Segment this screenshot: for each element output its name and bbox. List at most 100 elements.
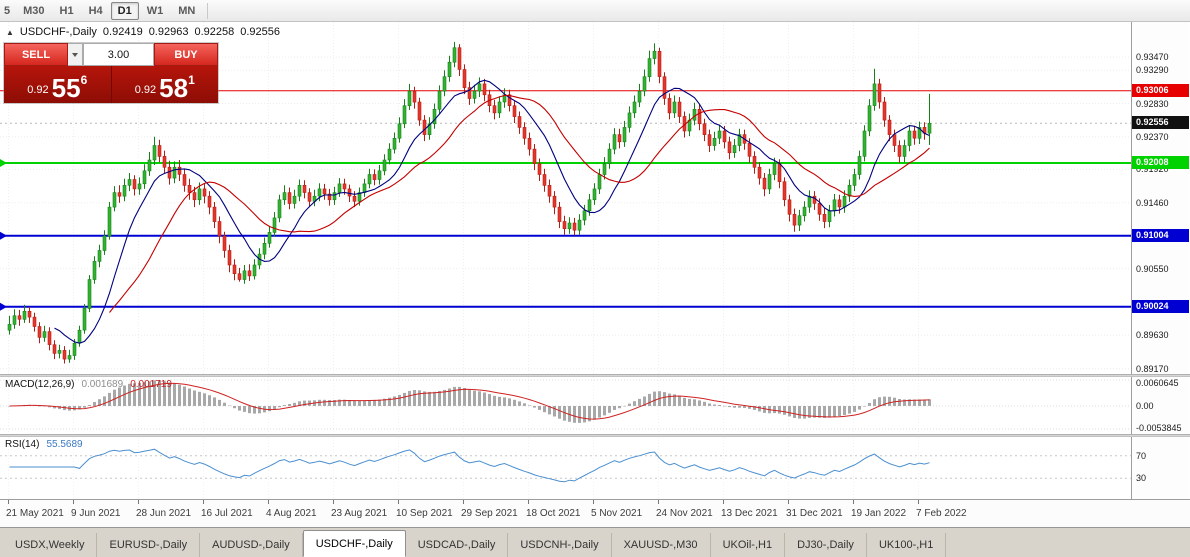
rsi-chart-area[interactable] xyxy=(0,437,1131,499)
rsi-value: 55.5689 xyxy=(46,439,83,450)
candles xyxy=(7,41,932,364)
main-chart-panel: 0.93470 0.93290 0.92830 0.92370 0.91920 0.914… xyxy=(0,22,1190,374)
one-click-trading-panel: SELL 3.00 BUY 0.92 55 6 0.92 58 1 xyxy=(4,43,218,103)
price-line-badge: 0.92008 xyxy=(1132,156,1189,169)
date-label: 24 Nov 2021 xyxy=(656,508,713,519)
tab-uk100-h1[interactable]: UK100-,H1 xyxy=(867,533,947,557)
tab-usdcnh-daily[interactable]: USDCNH-,Daily xyxy=(508,533,612,557)
date-tick xyxy=(138,500,139,504)
volume-input[interactable]: 3.00 xyxy=(83,43,154,66)
date-label: 13 Dec 2021 xyxy=(721,508,778,519)
tab-dj30-daily[interactable]: DJ30-,Daily xyxy=(785,533,867,557)
macd-signal-line xyxy=(9,382,930,420)
price-axis-label: 0.93470 xyxy=(1136,52,1169,63)
date-label: 4 Aug 2021 xyxy=(266,508,317,519)
date-tick xyxy=(463,500,464,504)
rsi-line xyxy=(9,448,930,483)
toolbar-separator xyxy=(207,2,209,19)
macd-panel: 0.0060645 0.00 -0.0053845 MACD(12,26,9) 0.… xyxy=(0,377,1190,434)
rsi-axis: 70 30 xyxy=(1131,437,1189,499)
panel-splitter[interactable] xyxy=(0,434,1190,437)
date-tick xyxy=(528,500,529,504)
buy-button[interactable]: BUY xyxy=(154,43,218,66)
ohlc-close: 0.92556 xyxy=(240,26,280,38)
current-price-badge: 0.92556 xyxy=(1132,116,1189,130)
tab-usdcad-daily[interactable]: USDCAD-,Daily xyxy=(406,533,509,557)
date-label: 21 May 2021 xyxy=(6,508,64,519)
macd-axis: 0.0060645 0.00 -0.0053845 xyxy=(1131,377,1189,434)
date-tick xyxy=(593,500,594,504)
date-label: 18 Oct 2021 xyxy=(526,508,581,519)
price-axis[interactable]: 0.93470 0.93290 0.92830 0.92370 0.91920 0.914… xyxy=(1131,22,1189,374)
ohlc-high: 0.92963 xyxy=(148,26,189,38)
date-label: 10 Sep 2021 xyxy=(396,508,453,519)
chart-window: 0.93470 0.93290 0.92830 0.92370 0.91920 0.914… xyxy=(0,22,1190,527)
date-tick xyxy=(203,500,204,504)
macd-signal-value: 0.001719 xyxy=(130,379,172,390)
chart-symbol-label: USDCHF-,Daily xyxy=(19,26,97,38)
date-label: 23 Aug 2021 xyxy=(331,508,388,519)
line-left-marker xyxy=(0,302,7,311)
date-label: 19 Jan 2022 xyxy=(851,508,907,519)
macd-histogram xyxy=(8,380,931,423)
macd-scale-zero: 0.00 xyxy=(1136,401,1154,411)
price-axis-label: 0.92830 xyxy=(1136,98,1169,109)
macd-label-row: MACD(12,26,9) 0.001689 0.001719 xyxy=(5,379,172,390)
ask-big-digits: 58 xyxy=(159,73,189,103)
rsi-level-label: 30 xyxy=(1136,473,1147,484)
price-line-badge: 0.91004 xyxy=(1132,228,1189,242)
date-label: 31 Dec 2021 xyxy=(786,508,843,519)
ma-10-line xyxy=(54,79,930,344)
bid-prefix: 0.92 xyxy=(27,84,49,96)
macd-name: MACD(12,26,9) xyxy=(5,379,75,390)
tab-xauusd-m30[interactable]: XAUUSD-,M30 xyxy=(612,533,711,557)
price-axis-label: 0.91920 xyxy=(1136,164,1169,175)
line-left-marker xyxy=(0,231,7,240)
date-label: 28 Jun 2021 xyxy=(136,508,192,519)
price-line-badge: 0.90024 xyxy=(1132,299,1189,313)
price-axis-label: 0.92370 xyxy=(1136,131,1169,142)
date-tick xyxy=(398,500,399,504)
timeframe-w1-button[interactable]: W1 xyxy=(146,4,164,17)
timeframe-m5-button[interactable]: 5 xyxy=(4,4,11,17)
tab-usdx-weekly[interactable]: USDX,Weekly xyxy=(3,533,98,557)
ask-price-display[interactable]: 0.92 58 1 xyxy=(111,66,218,103)
bid-price-display[interactable]: 0.92 55 6 xyxy=(4,66,112,103)
chevron-down-icon xyxy=(72,53,78,60)
time-axis[interactable]: 21 May 2021 9 Jun 2021 28 Jun 2021 16 Jul 2… xyxy=(0,499,1190,527)
date-tick xyxy=(723,500,724,504)
date-tick xyxy=(268,500,269,504)
date-tick xyxy=(853,500,854,504)
date-tick xyxy=(73,500,74,504)
tab-audusd-daily[interactable]: AUDUSD-,Daily xyxy=(200,533,303,557)
line-left-marker xyxy=(0,159,7,167)
price-axis-label: 0.89630 xyxy=(1136,330,1169,341)
rsi-name: RSI(14) xyxy=(5,439,40,450)
price-axis-label: 0.89170 xyxy=(1136,363,1169,374)
macd-chart-area[interactable] xyxy=(0,377,1131,434)
timeframe-d1-button[interactable]: D1 xyxy=(110,1,139,20)
date-label: 29 Sep 2021 xyxy=(461,508,518,519)
timeframe-m30-button[interactable]: M30 xyxy=(23,4,45,17)
rsi-panel: 70 30 RSI(14) 55.5689 xyxy=(0,437,1190,499)
sell-button[interactable]: SELL xyxy=(4,43,68,66)
tab-eurusd-daily[interactable]: EURUSD-,Daily xyxy=(97,533,201,557)
date-tick xyxy=(658,500,659,504)
timeframe-h1-button[interactable]: H1 xyxy=(59,4,74,17)
collapse-icon[interactable]: ▲ xyxy=(6,27,14,37)
timeframe-mn-button[interactable]: MN xyxy=(178,4,196,17)
timeframe-h4-button[interactable]: H4 xyxy=(88,4,103,17)
tab-ukoil-h1[interactable]: UKOil-,H1 xyxy=(711,533,786,557)
date-tick xyxy=(8,500,9,504)
ask-pip-digit: 1 xyxy=(188,73,195,87)
date-tick xyxy=(918,500,919,504)
ohlc-low: 0.92258 xyxy=(194,26,235,38)
ohlc-open: 0.92419 xyxy=(102,26,143,38)
chart-tabs-bar: USDX,Weekly EURUSD-,Daily AUDUSD-,Daily … xyxy=(0,527,1190,557)
date-label: 7 Feb 2022 xyxy=(916,508,967,519)
panel-splitter[interactable] xyxy=(0,374,1190,377)
volume-dropdown-button[interactable] xyxy=(68,43,83,66)
price-axis-label: 0.93290 xyxy=(1136,65,1169,76)
tab-usdchf-daily[interactable]: USDCHF-,Daily xyxy=(302,530,406,557)
rsi-label-row: RSI(14) 55.5689 xyxy=(5,439,83,450)
